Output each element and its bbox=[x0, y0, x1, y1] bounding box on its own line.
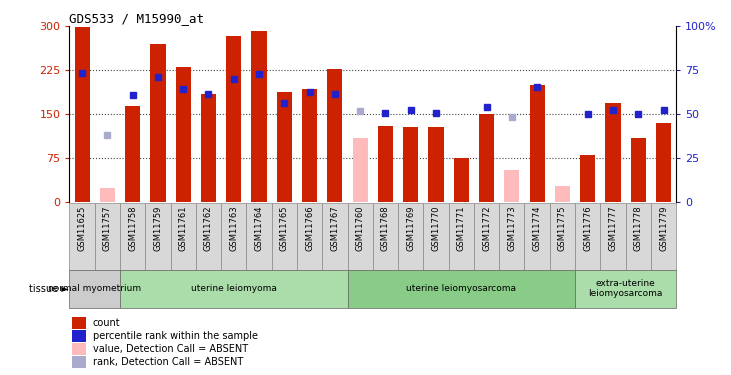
Bar bbox=[499, 202, 525, 270]
Text: tissue ►: tissue ► bbox=[29, 284, 69, 294]
Text: GSM11766: GSM11766 bbox=[305, 206, 314, 252]
Bar bbox=[99, 188, 115, 202]
Bar bbox=[347, 270, 575, 308]
Bar bbox=[72, 344, 86, 355]
Bar bbox=[580, 156, 595, 203]
Bar bbox=[626, 202, 651, 270]
Text: GDS533 / M15990_at: GDS533 / M15990_at bbox=[69, 12, 205, 25]
Bar bbox=[524, 202, 550, 270]
Bar bbox=[272, 202, 297, 270]
Bar bbox=[69, 270, 120, 308]
Bar bbox=[550, 202, 575, 270]
Bar bbox=[95, 202, 120, 270]
Bar bbox=[72, 317, 86, 328]
Text: value, Detection Call = ABSENT: value, Detection Call = ABSENT bbox=[93, 344, 248, 354]
Bar bbox=[196, 202, 221, 270]
Bar bbox=[327, 69, 342, 203]
Bar bbox=[226, 36, 241, 203]
Text: GSM11757: GSM11757 bbox=[103, 206, 112, 251]
Text: GSM11773: GSM11773 bbox=[507, 206, 516, 252]
Bar bbox=[373, 202, 398, 270]
Bar bbox=[398, 202, 423, 270]
Bar bbox=[69, 202, 95, 270]
Bar bbox=[504, 170, 520, 202]
Text: GSM11769: GSM11769 bbox=[406, 206, 415, 251]
Bar bbox=[251, 31, 267, 202]
Text: uterine leiomyosarcoma: uterine leiomyosarcoma bbox=[406, 284, 516, 293]
Text: percentile rank within the sample: percentile rank within the sample bbox=[93, 331, 257, 341]
Bar bbox=[479, 114, 494, 202]
Text: GSM11765: GSM11765 bbox=[280, 206, 289, 251]
Text: GSM11778: GSM11778 bbox=[634, 206, 643, 252]
Bar bbox=[221, 202, 246, 270]
Text: GSM11764: GSM11764 bbox=[254, 206, 264, 251]
Bar bbox=[170, 202, 196, 270]
Bar bbox=[302, 89, 317, 202]
Bar bbox=[449, 202, 474, 270]
Bar bbox=[125, 106, 140, 202]
Bar bbox=[428, 127, 444, 202]
Bar bbox=[378, 126, 393, 202]
Text: GSM11625: GSM11625 bbox=[77, 206, 86, 251]
Bar bbox=[75, 27, 90, 202]
Text: normal myometrium: normal myometrium bbox=[48, 284, 141, 293]
Text: GSM11768: GSM11768 bbox=[381, 206, 390, 252]
Text: GSM11779: GSM11779 bbox=[659, 206, 668, 251]
Text: GSM11763: GSM11763 bbox=[230, 206, 238, 252]
Bar bbox=[322, 202, 347, 270]
Text: rank, Detection Call = ABSENT: rank, Detection Call = ABSENT bbox=[93, 357, 243, 367]
Bar bbox=[347, 202, 373, 270]
Bar bbox=[246, 202, 272, 270]
Text: GSM11772: GSM11772 bbox=[482, 206, 491, 251]
Text: GSM11758: GSM11758 bbox=[128, 206, 137, 251]
Text: GSM11776: GSM11776 bbox=[583, 206, 592, 252]
Bar bbox=[151, 44, 165, 203]
Bar bbox=[72, 357, 86, 368]
Bar bbox=[631, 138, 645, 202]
Bar bbox=[474, 202, 499, 270]
Bar bbox=[656, 123, 671, 202]
Bar bbox=[175, 68, 191, 203]
Bar bbox=[72, 330, 86, 342]
Bar bbox=[575, 202, 600, 270]
Bar bbox=[600, 202, 626, 270]
Bar bbox=[575, 270, 676, 308]
Bar bbox=[120, 202, 145, 270]
Bar bbox=[555, 186, 570, 202]
Text: count: count bbox=[93, 318, 120, 328]
Bar bbox=[297, 202, 322, 270]
Bar bbox=[352, 138, 368, 202]
Text: GSM11760: GSM11760 bbox=[356, 206, 365, 251]
Text: GSM11775: GSM11775 bbox=[558, 206, 567, 251]
Bar bbox=[120, 270, 347, 308]
Text: GSM11770: GSM11770 bbox=[431, 206, 441, 251]
Bar bbox=[605, 103, 621, 202]
Text: GSM11759: GSM11759 bbox=[154, 206, 162, 251]
Bar bbox=[403, 127, 418, 202]
Text: GSM11762: GSM11762 bbox=[204, 206, 213, 251]
Bar bbox=[277, 92, 292, 202]
Text: GSM11767: GSM11767 bbox=[330, 206, 339, 252]
Bar bbox=[454, 158, 469, 203]
Bar bbox=[145, 202, 170, 270]
Text: GSM11777: GSM11777 bbox=[608, 206, 618, 252]
Text: uterine leiomyoma: uterine leiomyoma bbox=[191, 284, 277, 293]
Bar bbox=[423, 202, 449, 270]
Bar bbox=[529, 85, 545, 202]
Text: GSM11771: GSM11771 bbox=[457, 206, 466, 251]
Bar bbox=[201, 94, 216, 202]
Text: extra-uterine
leiomyosarcoma: extra-uterine leiomyosarcoma bbox=[588, 279, 663, 298]
Text: GSM11774: GSM11774 bbox=[533, 206, 542, 251]
Text: GSM11761: GSM11761 bbox=[178, 206, 188, 251]
Bar bbox=[651, 202, 676, 270]
